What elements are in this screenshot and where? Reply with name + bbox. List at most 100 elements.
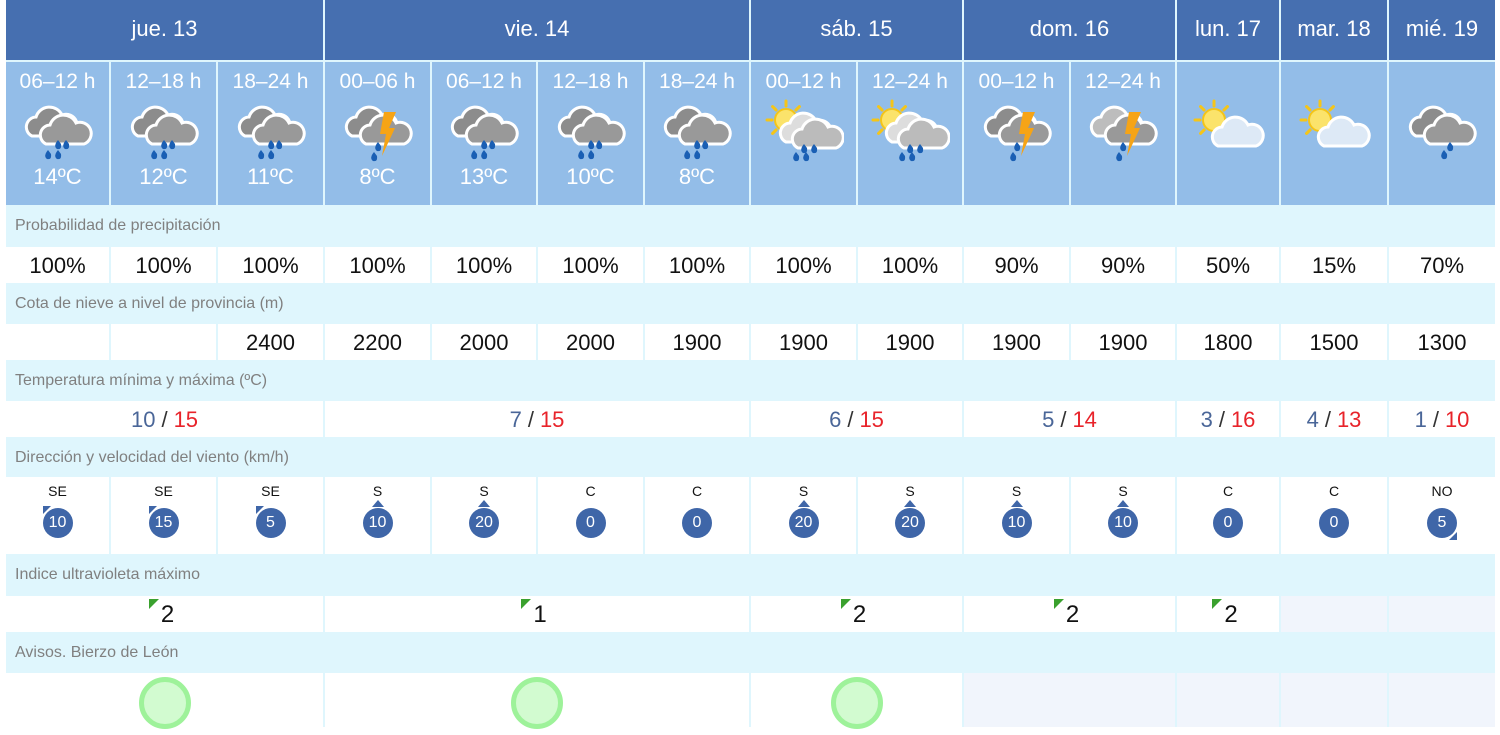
time-slot-label: [1281, 70, 1387, 96]
temperature-row: 10/15 7/15 6/15 5/14 3/16 4/13 1/10: [6, 401, 1495, 437]
wind-cell: S 20: [751, 477, 856, 554]
wind-speed: 0: [1223, 514, 1233, 531]
day-header[interactable]: dom. 16: [964, 0, 1175, 60]
cloud-rain-icon: [538, 98, 643, 162]
snow-level-value: [111, 324, 216, 360]
time-slot-label: [1389, 70, 1495, 96]
snow-level-value: 1800: [1177, 324, 1279, 360]
temp-separator: /: [847, 407, 854, 432]
precip-prob-value: 70%: [1389, 247, 1495, 283]
wind-arrow-icon: [255, 506, 264, 514]
wind-speed-badge: 20: [895, 500, 925, 538]
day-header[interactable]: vie. 14: [325, 0, 749, 60]
wind-direction: S: [905, 483, 915, 499]
uv-cell: [1281, 596, 1387, 632]
wind-speed: 0: [1329, 514, 1339, 531]
temp-min: 3: [1200, 407, 1213, 432]
wind-direction: C: [691, 483, 703, 499]
temp-separator: /: [1218, 407, 1225, 432]
wind-direction: S: [798, 483, 809, 499]
wind-direction: C: [585, 483, 596, 499]
temperature-label-text: Temperatura mínima y máxima (ºC): [15, 372, 268, 389]
uv-value: 1: [533, 601, 547, 628]
wind-direction: S: [479, 483, 489, 499]
wind-arrow-icon: [1117, 500, 1129, 507]
cloud-storm-rain-icon: [325, 98, 430, 162]
cloud-rain-icon: [218, 98, 323, 162]
cloud-rain-icon: [111, 98, 216, 162]
wind-speed: 20: [901, 514, 919, 531]
warning-cell: [1177, 673, 1279, 727]
warning-cell: [964, 673, 1175, 727]
wind-speed: 20: [475, 514, 493, 531]
uv-value: 2: [160, 601, 175, 628]
uv-index: 2: [148, 597, 175, 633]
time-slot-label: 06–12 h: [19, 70, 96, 93]
day-header[interactable]: mar. 18: [1281, 0, 1387, 60]
snow-level-label: Cota de nieve a nivel de provincia (m): [6, 285, 1495, 323]
time-slot-row: 06–12 h 14ºC 12–18 h 12ºC 18–24 h 11ºC 00–06 h…: [6, 62, 1495, 205]
temp-max: 13: [1336, 407, 1362, 432]
wind-arrow-icon: [478, 500, 490, 507]
wind-speed: 5: [266, 514, 275, 531]
precip-prob-value: 100%: [111, 247, 216, 283]
time-slot: 12–18 h 10ºC: [538, 62, 643, 205]
day-temperature: 4/13: [1281, 401, 1387, 437]
wind-speed: 20: [794, 514, 813, 531]
precip-prob-value: 100%: [645, 247, 749, 283]
precip-prob-value: 90%: [1071, 247, 1175, 283]
day-header[interactable]: mié. 19: [1389, 0, 1495, 60]
wind-arrow-icon: [1010, 500, 1023, 507]
day-header[interactable]: lun. 17: [1177, 0, 1279, 60]
time-slot-label: 12–18 h: [552, 70, 629, 93]
precip-prob-value: 100%: [432, 247, 536, 283]
precip-prob-value: 15%: [1281, 247, 1387, 283]
precip-prob-value: 100%: [538, 247, 643, 283]
snow-level-value: [6, 324, 109, 360]
snow-level-value: 1900: [751, 324, 856, 360]
wind-speed-badge: 0: [575, 508, 606, 538]
warning-green-icon[interactable]: [138, 677, 191, 729]
temp-min: 5: [1042, 407, 1055, 432]
uv-cell: 2: [6, 596, 323, 632]
wind-arrow-icon: [148, 506, 157, 514]
uv-row: 2 1 2 2 2: [6, 596, 1495, 632]
time-slot: 00–12 h: [751, 62, 856, 205]
time-slot-label: 18–24 h: [659, 70, 735, 93]
slot-temperature: 8ºC: [359, 164, 396, 189]
warnings-label-text: Avisos. Bierzo de León: [15, 644, 179, 661]
time-slot-label: 00–12 h: [978, 70, 1055, 93]
warning-green-icon[interactable]: [511, 677, 563, 729]
day-header[interactable]: sáb. 15: [751, 0, 962, 60]
temp-separator: /: [1324, 407, 1331, 432]
wind-cell: S 10: [1071, 477, 1175, 554]
day-temperature: 1/10: [1389, 401, 1495, 437]
warning-cell: [1281, 673, 1387, 727]
day-header-row: jue. 13 vie. 14 sáb. 15 dom. 16 lun. 17 mar. …: [6, 0, 1495, 60]
uv-index: 1: [521, 597, 547, 633]
time-slot: 12–24 h: [1071, 62, 1175, 205]
wind-cell: S 20: [858, 477, 962, 554]
temp-min: 6: [829, 407, 842, 432]
wind-speed-badge: 5: [1427, 508, 1457, 540]
uv-level-icon: [1212, 599, 1223, 609]
wind-direction: S: [1011, 483, 1022, 499]
wind-row: SE 10 SE 15 SE 5 S 10 S 20 C 0 C 0 S 20 S 20 S 10 S 10 C 0 C 0 NO 5: [6, 477, 1495, 554]
slot-temperature: 14ºC: [33, 164, 82, 189]
wind-speed-badge: 10: [362, 500, 393, 538]
sun-cloud-rain-icon: [751, 98, 856, 162]
time-slot-label: 00–12 h: [765, 70, 842, 93]
uv-level-icon: [840, 599, 851, 609]
snow-level-value: 1900: [964, 324, 1069, 360]
temp-min: 7: [509, 407, 522, 432]
warning-green-icon[interactable]: [830, 677, 883, 729]
cloud-rain-icon: [432, 98, 536, 162]
snow-level-label-text: Cota de nieve a nivel de provincia (m): [15, 295, 284, 312]
day-header[interactable]: jue. 13: [6, 0, 323, 60]
temp-max: 14: [1072, 407, 1097, 432]
day-temperature: 10/15: [6, 401, 323, 437]
wind-direction: C: [1222, 483, 1234, 499]
snow-level-value: 1900: [1071, 324, 1175, 360]
wind-label-text: Dirección y velocidad del viento (km/h): [15, 449, 289, 466]
